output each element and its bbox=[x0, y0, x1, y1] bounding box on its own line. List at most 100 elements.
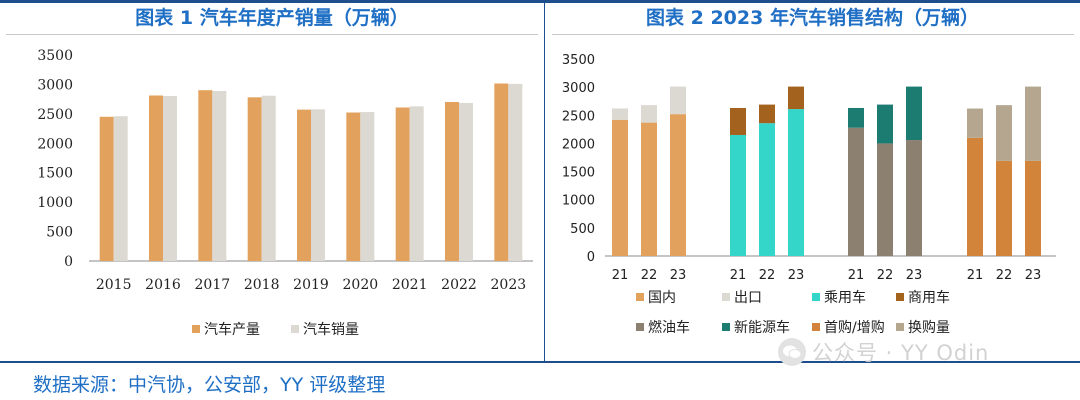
y-tick-label: 3500 bbox=[37, 48, 73, 64]
wechat-logo-icon bbox=[778, 338, 806, 366]
legend-swatch bbox=[636, 293, 644, 301]
bar-production bbox=[445, 101, 459, 261]
watermark-text: 公众号 · YY Odin bbox=[812, 341, 990, 365]
bottom-border bbox=[0, 361, 1080, 363]
x-tick-label: 23 bbox=[906, 268, 923, 283]
left-chart-title: 图表 1 汽车年度产销量（万辆） bbox=[135, 7, 409, 29]
legend-swatch bbox=[192, 325, 200, 333]
legend-label: 首购/增购 bbox=[824, 320, 885, 336]
stacked-bar-segment bbox=[1025, 86, 1041, 161]
stacked-bar-segment bbox=[906, 86, 922, 141]
legend-label: 国内 bbox=[648, 290, 676, 306]
legend-swatch bbox=[896, 323, 904, 331]
y-tick-label: 2500 bbox=[562, 109, 595, 124]
x-tick-label: 21 bbox=[848, 268, 865, 283]
source-note: 数据来源：中汽协，公安部，YY 评级整理 bbox=[33, 374, 386, 396]
bar-production bbox=[297, 109, 311, 261]
stacked-bar-segment bbox=[996, 105, 1012, 161]
y-tick-label: 2500 bbox=[37, 107, 73, 123]
x-tick-label: 2015 bbox=[96, 277, 132, 293]
stacked-bar-segment bbox=[1025, 160, 1041, 256]
legend-swatch bbox=[896, 293, 904, 301]
y-tick-label: 1500 bbox=[37, 166, 73, 182]
bar-production bbox=[494, 83, 509, 262]
x-tick-label: 22 bbox=[759, 268, 776, 283]
x-tick-label: 2020 bbox=[343, 277, 379, 293]
bar-production bbox=[346, 112, 361, 262]
sales-structure-chart: 0 500 1000 1500 2000 2500 3000 3500 21 22 23 21 22 23… bbox=[562, 53, 1056, 336]
y-tick-label: 3000 bbox=[37, 77, 73, 93]
stacked-bar-segment bbox=[788, 109, 804, 256]
bar-sales bbox=[163, 96, 177, 261]
y-tick-label: 500 bbox=[46, 225, 73, 241]
y-tick-label: 500 bbox=[570, 222, 595, 237]
y-tick-label: 0 bbox=[64, 254, 73, 270]
x-tick-label: 2019 bbox=[293, 277, 329, 293]
stacked-bar-segment bbox=[730, 107, 746, 135]
legend-swatch bbox=[722, 323, 730, 331]
stacked-bar-segment bbox=[670, 86, 686, 115]
bar-production bbox=[395, 107, 410, 261]
legend-swatch bbox=[812, 323, 820, 331]
y-tick-label: 0 bbox=[587, 250, 595, 265]
y-tick-label: 1000 bbox=[37, 195, 73, 211]
x-tick-label: 2022 bbox=[441, 277, 477, 293]
stacked-bar-segment bbox=[759, 123, 775, 256]
stacked-bar-segment bbox=[848, 127, 864, 256]
legend-label: 燃油车 bbox=[648, 319, 690, 336]
right-chart-title: 图表 2 2023 年汽车销售结构（万辆） bbox=[646, 7, 979, 29]
bar-production bbox=[149, 95, 163, 261]
y-tick-label: 2000 bbox=[562, 137, 595, 152]
legend-swatch bbox=[636, 323, 644, 331]
x-tick-label: 21 bbox=[730, 268, 747, 283]
stacked-bar-segment bbox=[877, 104, 893, 144]
stacked-bar-segment bbox=[996, 160, 1012, 256]
legend-label: 乘用车 bbox=[824, 289, 866, 306]
stacked-bar-segment bbox=[641, 105, 657, 123]
bar-sales bbox=[508, 83, 523, 261]
bar-sales bbox=[113, 116, 128, 261]
legend-label: 换购量 bbox=[908, 319, 950, 336]
x-tick-label: 2021 bbox=[392, 277, 428, 293]
stacked-bar-segment bbox=[759, 104, 775, 124]
bar-sales bbox=[311, 109, 325, 262]
legend-label: 汽车产量 bbox=[204, 321, 260, 338]
y-tick-label: 3500 bbox=[562, 53, 595, 68]
x-tick-label: 2018 bbox=[244, 277, 280, 293]
stacked-bar-segment bbox=[612, 108, 628, 120]
y-tick-label: 2000 bbox=[37, 136, 73, 152]
legend-swatch bbox=[722, 293, 730, 301]
x-tick-label: 21 bbox=[612, 268, 629, 283]
legend-label: 出口 bbox=[734, 290, 762, 306]
bar-sales bbox=[459, 102, 473, 261]
watermark: 公众号 · YY Odin bbox=[778, 335, 989, 369]
x-tick-label: 2017 bbox=[195, 277, 231, 293]
legend-label: 新能源车 bbox=[734, 319, 790, 336]
stacked-bar-segment bbox=[877, 143, 893, 256]
x-tick-label: 23 bbox=[788, 268, 805, 283]
legend-swatch bbox=[812, 293, 820, 301]
x-tick-label: 23 bbox=[670, 268, 687, 283]
stacked-bar-segment bbox=[788, 86, 804, 110]
legend-swatch bbox=[291, 325, 299, 333]
y-tick-label: 1000 bbox=[562, 194, 595, 209]
stacked-bar-segment bbox=[848, 107, 864, 128]
x-tick-label: 22 bbox=[641, 268, 658, 283]
stacked-bar-segment bbox=[967, 108, 983, 138]
bar-sales bbox=[409, 106, 424, 261]
stacked-bar-segment bbox=[730, 134, 746, 256]
x-tick-label: 23 bbox=[1025, 268, 1042, 283]
x-tick-label: 22 bbox=[877, 268, 894, 283]
x-tick-label: 2016 bbox=[145, 277, 181, 293]
y-tick-label: 1500 bbox=[562, 166, 595, 181]
bar-sales bbox=[261, 95, 276, 261]
legend-label: 汽车销量 bbox=[303, 321, 359, 338]
legend-label: 商用车 bbox=[908, 289, 950, 306]
y-tick-label: 3000 bbox=[562, 81, 595, 96]
stacked-bar-segment bbox=[612, 119, 628, 256]
stacked-bar-segment bbox=[906, 140, 922, 256]
x-tick-label: 22 bbox=[996, 268, 1013, 283]
bar-production bbox=[247, 97, 262, 261]
left-title-underline bbox=[6, 34, 538, 35]
stacked-bar-segment bbox=[670, 114, 686, 256]
